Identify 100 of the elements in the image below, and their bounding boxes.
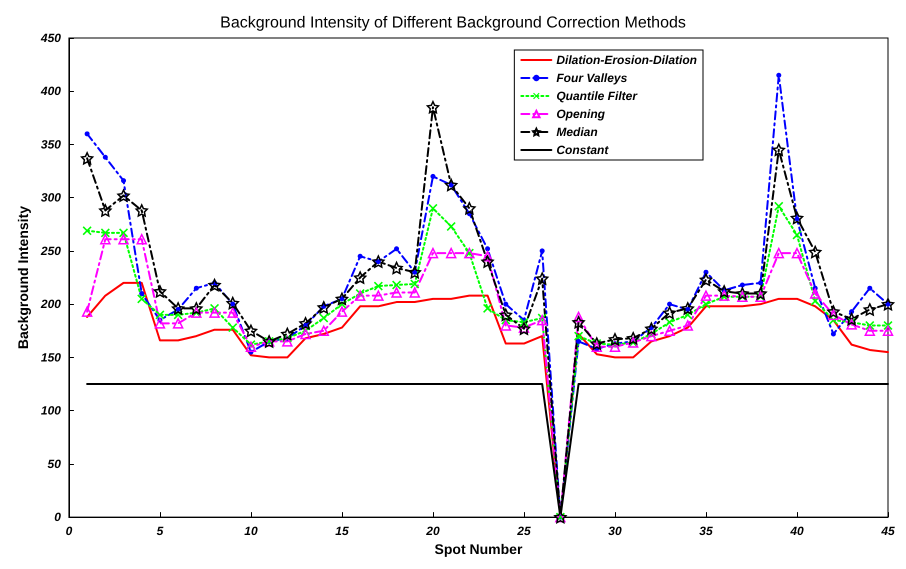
point [776, 72, 782, 78]
point [481, 255, 494, 268]
point [154, 285, 166, 298]
point [354, 271, 366, 284]
point [392, 280, 402, 290]
point [485, 246, 490, 252]
point [758, 280, 764, 286]
point [864, 303, 876, 316]
x-axis-title: Spot Number [434, 541, 523, 557]
point [139, 291, 144, 296]
point [608, 333, 622, 346]
point [428, 248, 438, 258]
point [882, 298, 894, 310]
point [194, 286, 199, 291]
point [446, 222, 456, 231]
point [137, 294, 146, 304]
point [536, 272, 548, 285]
point [428, 204, 438, 213]
point [82, 226, 92, 236]
point [172, 318, 184, 329]
point [391, 287, 402, 298]
legend-label: Quantile Filter [556, 89, 638, 103]
point [792, 230, 802, 240]
point [228, 323, 238, 332]
point [700, 290, 712, 301]
point [774, 248, 784, 258]
point [864, 326, 876, 336]
y-tick-label: 150 [40, 350, 62, 364]
point [118, 234, 129, 244]
point [190, 302, 203, 315]
x-tick-label: 40 [789, 524, 804, 538]
point [846, 319, 857, 330]
point [354, 290, 366, 301]
point [740, 282, 745, 288]
point [574, 332, 584, 341]
point [830, 331, 836, 336]
legend-label: Median [556, 125, 598, 139]
chart-title: Background Intensity of Different Background Correction Methods [220, 14, 686, 32]
point [336, 292, 348, 306]
point [882, 326, 894, 336]
point [463, 202, 476, 215]
point [410, 287, 420, 298]
point [682, 320, 694, 331]
point [867, 286, 872, 291]
y-tick-label: 200 [40, 297, 62, 312]
point [246, 342, 256, 352]
point [483, 304, 492, 313]
point [540, 248, 545, 254]
legend-label: Opening [556, 107, 606, 121]
point [136, 234, 147, 244]
y-axis-title: Background Intensity [15, 206, 31, 350]
y-tick-label: 100 [40, 404, 62, 418]
point [827, 305, 840, 318]
point [792, 248, 802, 258]
point [154, 318, 166, 329]
point [754, 287, 767, 300]
point [410, 279, 420, 288]
point [536, 314, 548, 326]
point [700, 273, 712, 286]
point [667, 302, 672, 307]
point [227, 307, 238, 318]
point [208, 278, 221, 292]
x-tick-label: 45 [880, 524, 895, 538]
point [117, 189, 130, 202]
point [394, 246, 400, 252]
x-tick-label: 30 [608, 524, 622, 538]
point [646, 330, 657, 342]
point [374, 282, 383, 291]
point [503, 302, 508, 307]
point [682, 302, 694, 315]
point [84, 131, 90, 136]
point [100, 228, 110, 238]
point [135, 204, 148, 217]
point [772, 144, 786, 156]
point [610, 342, 620, 352]
point [244, 324, 258, 338]
point [645, 322, 658, 335]
y-tick-label: 350 [40, 137, 62, 152]
x-tick-label: 20 [425, 524, 440, 538]
point [808, 246, 822, 258]
x-tick-label: 5 [156, 524, 164, 538]
point [100, 234, 111, 244]
legend-label: Four Valleys [556, 71, 628, 85]
point [82, 306, 92, 317]
point [430, 174, 436, 179]
point [209, 307, 220, 318]
point [576, 338, 582, 344]
point [664, 326, 675, 336]
point [845, 312, 858, 326]
legend-label: Constant [556, 143, 610, 157]
point [718, 285, 730, 298]
point [774, 202, 784, 211]
point [282, 336, 293, 347]
point [626, 332, 640, 344]
point [446, 248, 456, 258]
point [155, 310, 164, 320]
point [281, 328, 294, 340]
x-tick-label: 15 [335, 524, 349, 538]
point [80, 152, 94, 165]
legend-label: Dilation-Erosion-Dilation [556, 53, 698, 67]
